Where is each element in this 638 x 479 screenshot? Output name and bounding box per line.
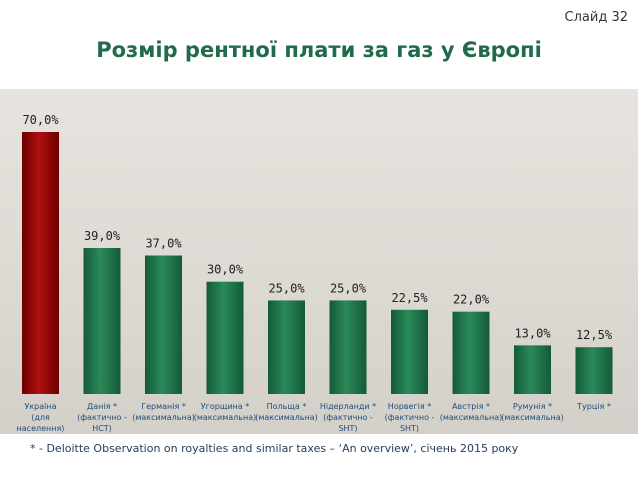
value-label-5: 25,0% [330, 281, 367, 295]
category-label-6: Норвегія * (фактично -SHT) [385, 402, 435, 433]
category-label-8: Румунія * (максимальна) [501, 402, 564, 422]
value-label-9: 12,5% [576, 328, 613, 342]
category-label-5: Нідерланди * (фактично -SHT) [320, 402, 376, 433]
bar-5 [329, 300, 367, 394]
page-title: Розмір рентної плати за газ у Європі [96, 38, 542, 62]
category-label-4: Польща * (максимальна) [255, 402, 318, 422]
value-label-4: 25,0% [268, 281, 305, 295]
bar-8 [514, 345, 551, 394]
bar-0 [22, 132, 59, 394]
bar-7 [452, 311, 490, 394]
bar-4 [268, 300, 305, 394]
footnote: * - Deloitte Observation on royalties an… [30, 442, 519, 455]
slide-number: Слайд 32 [564, 10, 628, 25]
category-label-9: Турція * [576, 402, 611, 411]
bar-2 [145, 255, 182, 394]
category-label-0: Україна (для населення) [17, 402, 65, 433]
bar-3 [206, 281, 244, 394]
value-label-2: 37,0% [145, 237, 182, 251]
value-label-1: 39,0% [84, 229, 121, 243]
bar-1 [83, 248, 121, 394]
category-label-3: Угорщина * (максимальна) [194, 402, 257, 422]
value-label-3: 30,0% [207, 263, 244, 277]
bar-chart: 70,0% Україна (для населення) 39,0% Данія * (ф… [17, 113, 613, 433]
value-label-6: 22,5% [391, 291, 428, 305]
value-label-7: 22,0% [453, 293, 490, 307]
bar-6 [391, 309, 428, 394]
category-label-2: Германія * (максимальна) [132, 402, 195, 422]
category-label-1: Данія * (фактично -НСТ) [77, 402, 127, 433]
value-label-8: 13,0% [514, 326, 551, 340]
category-label-7: Австрія * (максимальна) [440, 402, 503, 422]
value-label-0: 70,0% [22, 113, 59, 127]
bar-9 [575, 347, 613, 394]
